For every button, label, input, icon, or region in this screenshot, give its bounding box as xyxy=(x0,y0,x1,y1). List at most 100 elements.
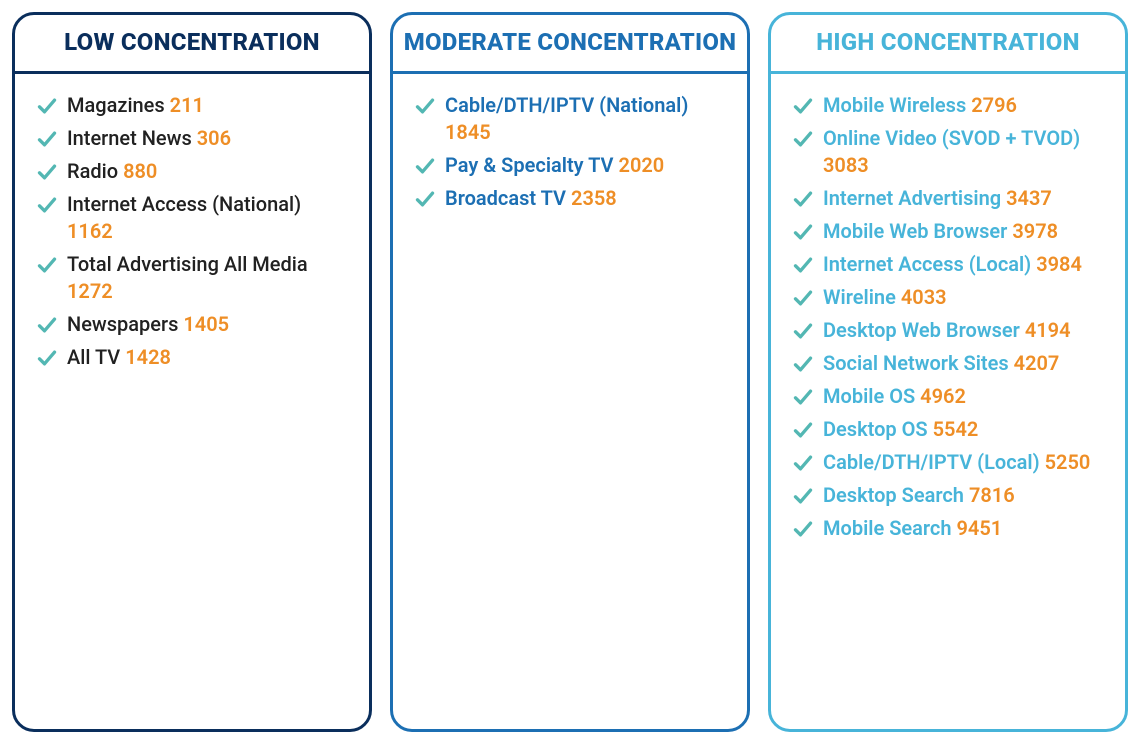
item-value: 1428 xyxy=(125,345,171,369)
list-item: Online Video (SVOD + TVOD) 3083 xyxy=(793,125,1107,179)
check-icon xyxy=(37,162,57,182)
list-item: Radio 880 xyxy=(37,158,351,185)
card-high-body: Mobile Wireless 2796 Online Video (SVOD … xyxy=(771,74,1125,566)
list-item: Internet News 306 xyxy=(37,125,351,152)
item-value: 3978 xyxy=(1012,219,1058,243)
check-icon xyxy=(793,453,813,473)
item-label: Wireline xyxy=(823,285,896,309)
item-label: Internet Access (Local) xyxy=(823,252,1031,276)
check-icon xyxy=(37,129,57,149)
item-value: 306 xyxy=(197,126,231,150)
item-text: All TV 1428 xyxy=(67,344,351,371)
item-label: All TV xyxy=(67,345,120,369)
check-icon xyxy=(793,321,813,341)
item-text: Broadcast TV 2358 xyxy=(445,185,729,212)
list-item: Broadcast TV 2358 xyxy=(415,185,729,212)
item-label: Magazines xyxy=(67,93,165,117)
list-item: Magazines 211 xyxy=(37,92,351,119)
check-icon xyxy=(37,315,57,335)
check-icon xyxy=(793,189,813,209)
item-label: Broadcast TV xyxy=(445,186,566,210)
columns-container: LOW CONCENTRATION Magazines 211 Internet… xyxy=(12,12,1128,732)
item-text: Desktop Web Browser 4194 xyxy=(823,317,1107,344)
check-icon xyxy=(793,96,813,116)
list-item: Mobile OS 4962 xyxy=(793,383,1107,410)
item-label: Desktop Search xyxy=(823,483,969,507)
item-value: 2796 xyxy=(971,93,1017,117)
item-text: Wireline 4033 xyxy=(823,284,1107,311)
check-icon xyxy=(793,129,813,149)
list-item: Mobile Web Browser 3978 xyxy=(793,218,1107,245)
item-value: 4207 xyxy=(1014,351,1060,375)
item-value: 9451 xyxy=(957,516,1003,540)
item-text: Mobile OS 4962 xyxy=(823,383,1107,410)
check-icon xyxy=(793,519,813,539)
item-value: 3984 xyxy=(1036,252,1082,276)
item-value: 4194 xyxy=(1025,318,1071,342)
check-icon xyxy=(793,387,813,407)
item-value: 1162 xyxy=(67,219,113,243)
list-item: Pay & Specialty TV 2020 xyxy=(415,152,729,179)
check-icon xyxy=(793,255,813,275)
list-item: Internet Access (Local) 3984 xyxy=(793,251,1107,278)
item-value: 5250 xyxy=(1045,450,1091,474)
card-low-header: LOW CONCENTRATION xyxy=(15,15,369,74)
item-label: Cable/DTH/IPTV (Local) xyxy=(823,450,1040,474)
list-item: All TV 1428 xyxy=(37,344,351,371)
list-item: Cable/DTH/IPTV (Local) 5250 xyxy=(793,449,1107,476)
item-text: Internet Advertising 3437 xyxy=(823,185,1107,212)
item-text: Radio 880 xyxy=(67,158,351,185)
check-icon xyxy=(37,96,57,116)
item-value: 211 xyxy=(170,93,204,117)
item-value: 3437 xyxy=(1006,186,1052,210)
item-value: 1272 xyxy=(67,279,113,303)
list-item: Cable/DTH/IPTV (National) 1845 xyxy=(415,92,729,146)
item-text: Desktop OS 5542 xyxy=(823,416,1107,443)
check-icon xyxy=(793,354,813,374)
list-item: Newspapers 1405 xyxy=(37,311,351,338)
item-value: 1845 xyxy=(445,120,491,144)
check-icon xyxy=(415,96,435,116)
item-label: Mobile OS xyxy=(823,384,915,408)
item-label: Online Video (SVOD + TVOD) xyxy=(823,126,1080,150)
item-label: Total Advertising All Media xyxy=(67,252,308,276)
check-icon xyxy=(415,189,435,209)
card-moderate-body: Cable/DTH/IPTV (National) 1845 Pay & Spe… xyxy=(393,74,747,236)
item-value: 2358 xyxy=(571,186,617,210)
item-value: 5542 xyxy=(933,417,979,441)
item-label: Cable/DTH/IPTV (National) xyxy=(445,93,688,117)
check-icon xyxy=(37,195,57,215)
item-text: Social Network Sites 4207 xyxy=(823,350,1107,377)
card-high-header: HIGH CONCENTRATION xyxy=(771,15,1125,74)
list-item: Mobile Wireless 2796 xyxy=(793,92,1107,119)
item-value: 4033 xyxy=(901,285,947,309)
card-moderate: MODERATE CONCENTRATION Cable/DTH/IPTV (N… xyxy=(390,12,750,732)
check-icon xyxy=(415,156,435,176)
check-icon xyxy=(793,420,813,440)
card-high: HIGH CONCENTRATION Mobile Wireless 2796 … xyxy=(768,12,1128,732)
item-label: Mobile Wireless xyxy=(823,93,966,117)
list-item: Desktop OS 5542 xyxy=(793,416,1107,443)
list-item: Internet Advertising 3437 xyxy=(793,185,1107,212)
item-value: 2020 xyxy=(619,153,665,177)
list-item: Total Advertising All Media 1272 xyxy=(37,251,351,305)
item-text: Newspapers 1405 xyxy=(67,311,351,338)
item-label: Radio xyxy=(67,159,118,183)
list-item: Internet Access (National) 1162 xyxy=(37,191,351,245)
check-icon xyxy=(793,288,813,308)
item-value: 880 xyxy=(123,159,157,183)
item-value: 1405 xyxy=(183,312,229,336)
item-label: Mobile Search xyxy=(823,516,952,540)
check-icon xyxy=(37,255,57,275)
item-text: Cable/DTH/IPTV (Local) 5250 xyxy=(823,449,1107,476)
item-label: Desktop Web Browser xyxy=(823,318,1020,342)
card-moderate-header: MODERATE CONCENTRATION xyxy=(393,15,747,74)
item-label: Social Network Sites xyxy=(823,351,1009,375)
item-text: Mobile Search 9451 xyxy=(823,515,1107,542)
item-text: Mobile Web Browser 3978 xyxy=(823,218,1107,245)
item-value: 3083 xyxy=(823,153,869,177)
item-text: Internet Access (National) 1162 xyxy=(67,191,351,245)
list-item: Wireline 4033 xyxy=(793,284,1107,311)
item-label: Newspapers xyxy=(67,312,178,336)
item-label: Internet News xyxy=(67,126,192,150)
